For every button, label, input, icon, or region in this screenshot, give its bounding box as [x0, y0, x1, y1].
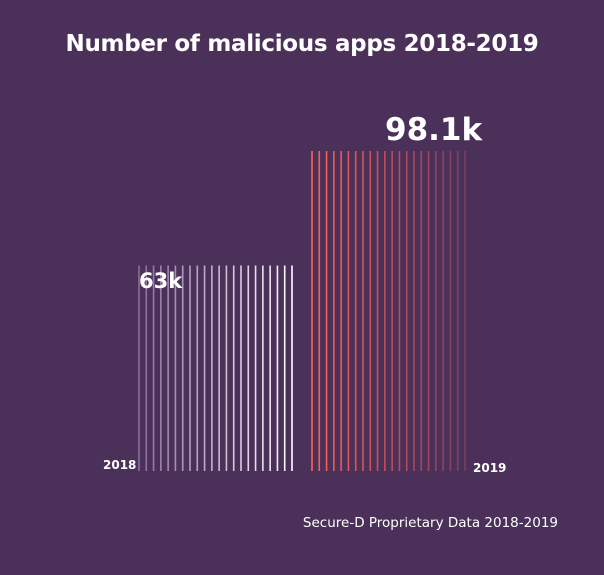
- value-label-2018: 63k: [139, 269, 183, 293]
- value-label-2019: 98.1k: [385, 112, 483, 148]
- source-note: Secure-D Proprietary Data 2018-2019: [302, 515, 558, 531]
- category-label-2019: 2019: [473, 461, 506, 475]
- bar-2019: [311, 151, 466, 471]
- chart-title: Number of malicious apps 2018-2019: [65, 31, 539, 57]
- category-label-2018: 2018: [103, 458, 136, 472]
- bar-2018: [138, 265, 293, 471]
